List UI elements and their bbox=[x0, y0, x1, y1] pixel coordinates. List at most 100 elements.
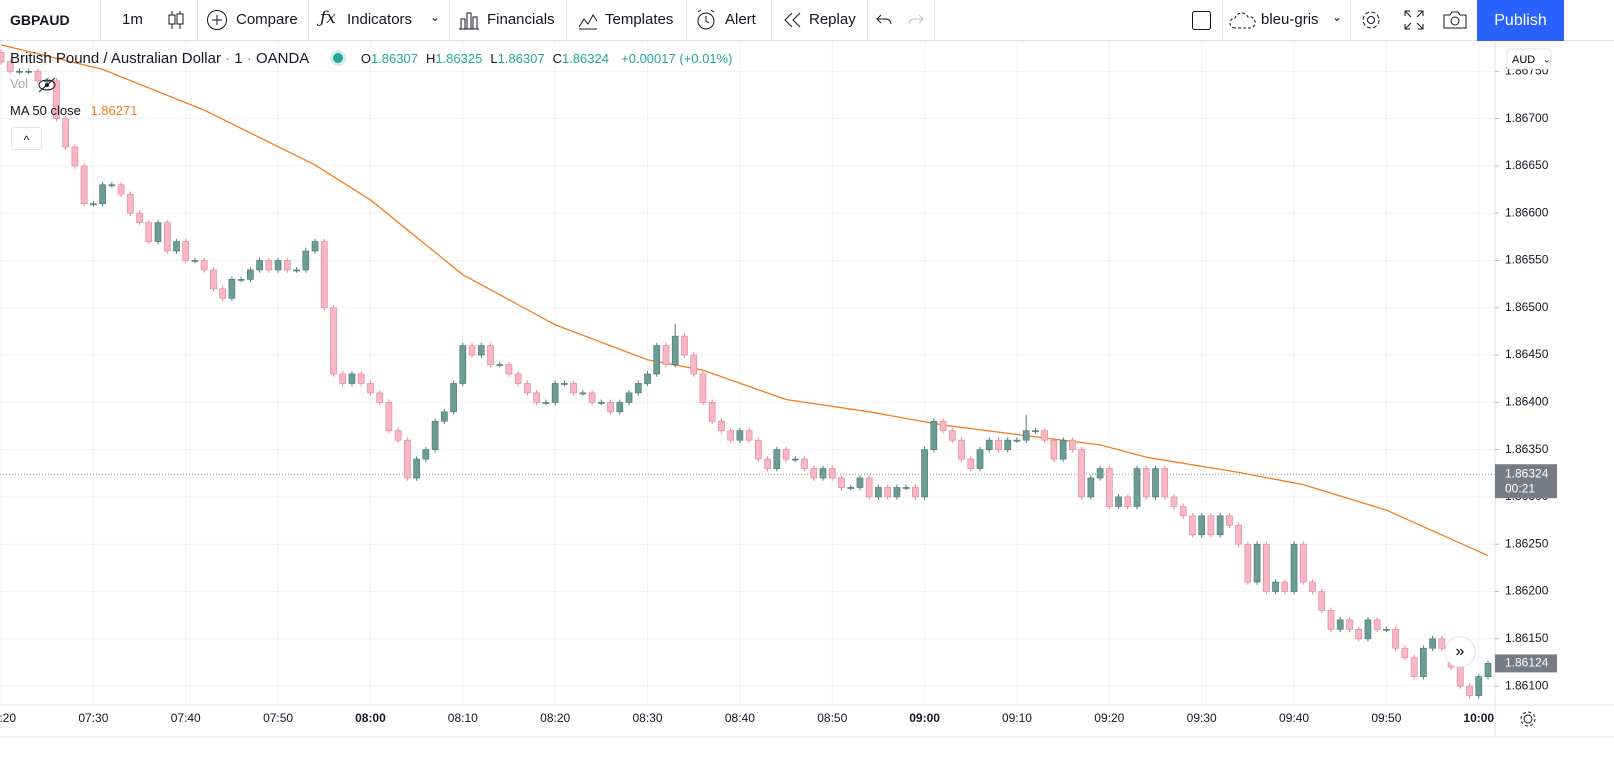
candle-body bbox=[25, 70, 33, 73]
candle-body bbox=[865, 477, 873, 498]
ma-legend: MA 50 close 1.86271 bbox=[10, 103, 137, 118]
candle-body bbox=[145, 222, 153, 242]
legend-interval: 1 bbox=[234, 50, 243, 67]
candle-body bbox=[1299, 543, 1307, 583]
candle-body bbox=[884, 487, 892, 498]
candle-body bbox=[561, 383, 568, 385]
ma-current: 1.86271 bbox=[90, 103, 138, 118]
candle-body bbox=[311, 241, 319, 252]
candle-body bbox=[468, 345, 476, 356]
legend-title: British Pound / Australian Dollar · 1 · … bbox=[10, 50, 733, 67]
candle-body bbox=[1419, 647, 1427, 677]
indicators-icon[interactable]: ƒx bbox=[320, 8, 336, 28]
ohlc-key: O bbox=[360, 51, 371, 66]
y-tick-label: 1.86700 bbox=[1505, 111, 1549, 125]
change: +0.00017 (+0.01%) bbox=[621, 51, 733, 66]
y-tick-label: 1.86450 bbox=[1505, 347, 1549, 361]
screenshot-icon[interactable] bbox=[1442, 9, 1468, 31]
compare-icon[interactable] bbox=[206, 9, 228, 31]
candle-body bbox=[755, 439, 762, 460]
alert[interactable]: Alert bbox=[725, 11, 756, 28]
dropdown-icon[interactable]: ⌄ bbox=[1332, 10, 1343, 24]
x-tick-label: 08:50 bbox=[817, 711, 847, 725]
toolbar: GBPAUD 1m Compare ƒx Indicators ⌄ Financ… bbox=[0, 0, 1614, 41]
candle-body bbox=[708, 401, 716, 422]
candle-body bbox=[1207, 515, 1215, 536]
candle-body bbox=[53, 80, 60, 119]
candle-icon[interactable] bbox=[166, 9, 186, 31]
financials[interactable]: Financials bbox=[487, 11, 555, 28]
y-tick-label: 1.86400 bbox=[1505, 395, 1549, 409]
candle-body bbox=[1170, 496, 1178, 507]
scroll-icon[interactable]: » bbox=[1456, 643, 1465, 660]
candle-body bbox=[939, 420, 947, 432]
grid bbox=[0, 42, 1495, 705]
candle-body bbox=[671, 335, 679, 365]
currency[interactable]: AUD bbox=[1512, 54, 1535, 66]
publish-label[interactable]: Publish bbox=[1494, 11, 1547, 29]
candle-body bbox=[1059, 439, 1067, 460]
indicators[interactable]: Indicators bbox=[347, 11, 413, 28]
candle-body bbox=[330, 307, 337, 375]
replay-icon[interactable] bbox=[783, 11, 803, 29]
candle-body bbox=[948, 430, 956, 441]
collapse-button[interactable]: ^ bbox=[11, 127, 42, 150]
candle-body bbox=[1032, 430, 1039, 433]
candle-body bbox=[357, 373, 365, 384]
candle-body bbox=[1198, 515, 1206, 536]
candle-body bbox=[930, 420, 938, 450]
candle-body bbox=[1336, 619, 1344, 630]
candle-body bbox=[1004, 439, 1012, 450]
financials-icon[interactable] bbox=[458, 9, 480, 31]
axis-settings[interactable] bbox=[1520, 711, 1536, 727]
candle-body bbox=[339, 373, 347, 384]
candle-body bbox=[117, 184, 125, 195]
currency-dropdown[interactable]: ⌄ bbox=[1543, 54, 1551, 64]
candle-body bbox=[1410, 657, 1418, 677]
layout-icon[interactable] bbox=[1191, 10, 1213, 32]
interval[interactable]: 1m bbox=[122, 11, 143, 28]
currency-box[interactable] bbox=[1506, 48, 1552, 70]
candle-body bbox=[34, 70, 42, 82]
ohlc-value: 1.86325 bbox=[435, 51, 483, 66]
settings-icon[interactable] bbox=[1359, 8, 1383, 32]
dropdown-icon[interactable]: ⌄ bbox=[430, 10, 441, 24]
candle-body bbox=[1244, 543, 1252, 583]
candle-body bbox=[431, 420, 439, 450]
ma-line bbox=[0, 44, 1489, 557]
candle-body bbox=[1383, 628, 1390, 631]
templates-icon[interactable] bbox=[577, 9, 599, 31]
candle-body bbox=[191, 260, 199, 262]
alert-icon[interactable] bbox=[695, 8, 717, 32]
candles bbox=[0, 49, 1492, 699]
replay[interactable]: Replay bbox=[809, 11, 856, 28]
undo-redo[interactable] bbox=[876, 12, 926, 28]
compare[interactable]: Compare bbox=[236, 11, 298, 28]
hidden-icon[interactable] bbox=[36, 77, 58, 93]
candle-body bbox=[247, 269, 254, 280]
candle-body bbox=[154, 222, 162, 242]
candle-body bbox=[699, 373, 707, 403]
candle-body bbox=[256, 260, 263, 271]
candle-body bbox=[459, 345, 467, 384]
cloud-icon[interactable] bbox=[1228, 10, 1258, 30]
symbol[interactable]: GBPAUD bbox=[10, 12, 70, 28]
templates[interactable]: Templates bbox=[605, 11, 674, 28]
candle-body bbox=[302, 250, 310, 271]
candle-body bbox=[718, 420, 725, 432]
ma-layer bbox=[0, 44, 1489, 557]
candle-body bbox=[1429, 638, 1436, 649]
layout-name[interactable]: bleu-gris bbox=[1261, 11, 1319, 28]
y-tick-label: 1.86100 bbox=[1505, 678, 1549, 692]
price-line-label: 1.86324 bbox=[1505, 466, 1549, 480]
fullscreen-icon[interactable] bbox=[1403, 9, 1425, 31]
candle-body bbox=[1475, 676, 1483, 696]
scroll-button[interactable] bbox=[1444, 636, 1476, 668]
x-tick-label: 09:40 bbox=[1279, 711, 1309, 725]
y-tick-label: 1.86250 bbox=[1505, 536, 1549, 550]
candle-body bbox=[764, 458, 771, 469]
publish-button[interactable]: Publish bbox=[1477, 0, 1564, 41]
candle-body bbox=[542, 401, 550, 404]
candle-body bbox=[1355, 628, 1363, 640]
price-line-box bbox=[1495, 464, 1557, 499]
